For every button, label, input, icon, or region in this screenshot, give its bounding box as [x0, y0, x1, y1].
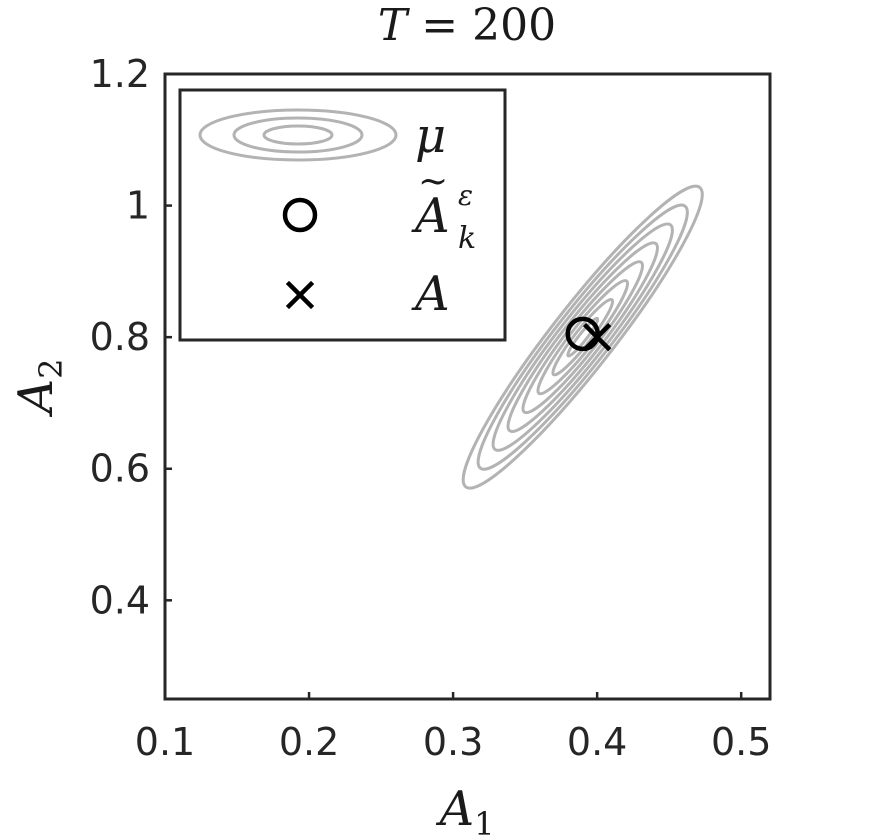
- contour-ring: [506, 241, 659, 433]
- x-tick-label: 0.3: [423, 720, 483, 764]
- legend-box: [178, 88, 507, 342]
- x-tick-label: 0.2: [279, 720, 339, 764]
- y-tick-label: 1: [126, 184, 150, 228]
- x-tick-label: 0.5: [711, 720, 771, 764]
- points-group: [565, 316, 612, 352]
- legend-label-estimate: A: [411, 188, 450, 244]
- contour-ring: [461, 184, 704, 490]
- x-tick-label: 0.4: [567, 720, 627, 764]
- contour-group: [461, 184, 704, 490]
- x-tick-label: 0.1: [135, 720, 195, 764]
- legend-contour-icon: [198, 108, 398, 162]
- legend-label-estimate-sup: ε: [458, 179, 473, 212]
- x-axis-label: A1: [435, 781, 494, 840]
- y-tick-label: 0.4: [90, 578, 150, 622]
- legend-tilde: ~: [418, 161, 448, 202]
- legend-label-A: A: [411, 266, 450, 322]
- contour-ring: [491, 222, 674, 452]
- y-tick-label: 1.2: [90, 52, 150, 96]
- true-value-point: [582, 322, 612, 352]
- y-tick-label: 0.8: [90, 315, 150, 359]
- y-axis-label: A2: [8, 358, 70, 417]
- contour-ring: [566, 316, 600, 358]
- legend: μ ~ A ε k A: [178, 88, 507, 342]
- y-tick-label: 0.6: [90, 447, 150, 491]
- y-ticks: 0.4 0.6 0.8 1 1.2: [90, 52, 172, 622]
- contour-ring: [551, 297, 615, 377]
- legend-circle-icon: [282, 197, 318, 233]
- legend-label-estimate-sub: k: [458, 221, 476, 256]
- contour-ring: [476, 203, 689, 471]
- chart-title: T = 200: [378, 0, 556, 51]
- legend-cross-icon: [285, 280, 315, 310]
- legend-label-mu: μ: [415, 108, 446, 164]
- x-ticks: 0.1 0.2 0.3 0.4 0.5: [135, 692, 771, 764]
